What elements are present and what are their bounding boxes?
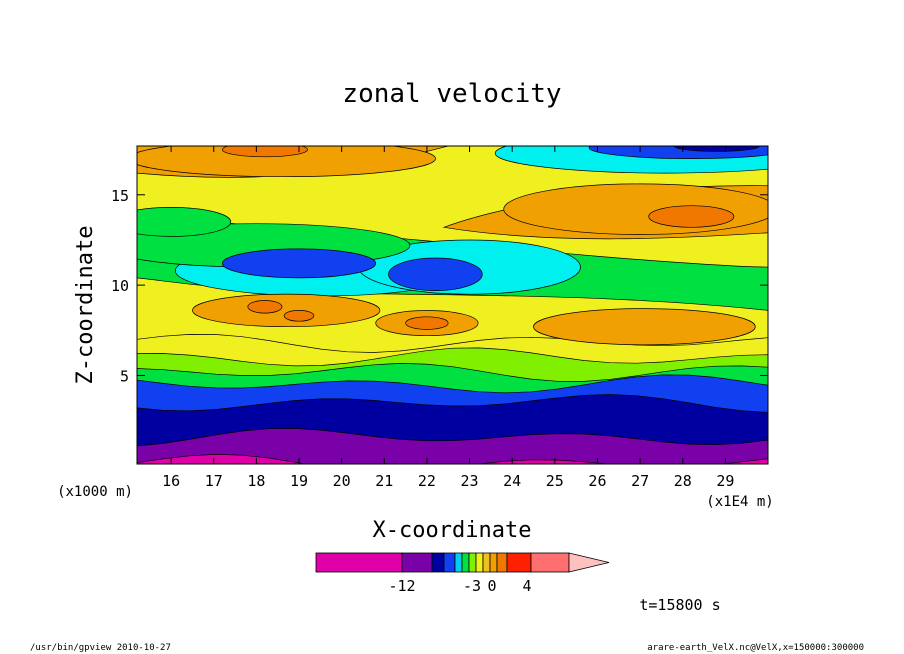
contour-feature-green	[137, 207, 232, 237]
x-tick-label: 21	[375, 472, 393, 490]
contour-features	[137, 146, 768, 346]
colorbar-arrow	[568, 552, 610, 573]
colorbar-segment	[443, 552, 456, 573]
x-tick-label: 22	[418, 472, 436, 490]
x-tick-label: 20	[333, 472, 351, 490]
x-unit-right: (x1E4 m)	[706, 494, 773, 510]
x-tick-label: 19	[290, 472, 308, 490]
y-axis-ticks: 5 10 15	[111, 187, 768, 385]
contour-feature-dorange	[247, 300, 283, 314]
x-tick-label: 27	[631, 472, 649, 490]
x-tick-label: 17	[205, 472, 223, 490]
x-axis-ticks: 16 17 18 19 20 21 22 23 24 25 26 27 28 29	[162, 146, 734, 490]
contour-feature-orange	[192, 293, 381, 328]
contour-feature-dorange	[648, 205, 735, 228]
colorbar-label: 4	[522, 577, 531, 595]
x-tick-label: 26	[588, 472, 606, 490]
y-tick-label: 10	[111, 277, 129, 295]
contour-feature-orange	[503, 183, 768, 235]
x-tick-label: 29	[716, 472, 734, 490]
colorbar-legend	[315, 552, 610, 573]
colorbar-label: -3	[463, 577, 481, 595]
contour-feature-dorange	[283, 310, 315, 322]
colorbar-segment	[401, 552, 433, 573]
contour-band	[137, 454, 768, 464]
x-tick-label: 16	[162, 472, 180, 490]
colorbar-segment	[468, 552, 477, 573]
x-axis-label: X-coordinate	[373, 518, 532, 543]
y-tick-label: 15	[111, 187, 129, 205]
x-tick-label: 24	[503, 472, 521, 490]
contour-feature-orange	[533, 308, 756, 346]
colorbar-labels: -12 -3 0 4	[388, 577, 531, 595]
footer-right: arare-earth_VelX.nc@VelX,x=150000:300000	[647, 643, 864, 653]
colorbar-segment	[506, 552, 532, 573]
chart-title: zonal velocity	[342, 79, 561, 109]
x-tick-label: 23	[461, 472, 479, 490]
plot-frame	[136, 145, 769, 465]
colorbar-label: -12	[388, 577, 415, 595]
time-label: t=15800 s	[639, 596, 720, 614]
colorbar-segment	[530, 552, 570, 573]
colorbar-segment	[461, 552, 470, 573]
colorbar-segment	[482, 552, 491, 573]
x-tick-label: 18	[247, 472, 265, 490]
y-axis-label: Z-coordinate	[73, 226, 98, 385]
y-tick-label: 5	[120, 367, 129, 385]
x-tick-label: 28	[674, 472, 692, 490]
colorbar-segment	[496, 552, 508, 573]
x-tick-label: 25	[546, 472, 564, 490]
colorbar-label: 0	[487, 577, 496, 595]
contour-feature-dorange	[405, 316, 449, 330]
contour-feature-dorange	[221, 146, 308, 158]
x-unit-left: (x1000 m)	[57, 484, 133, 500]
contour-feature-blue	[388, 257, 483, 291]
contour-feature-orange	[137, 146, 436, 178]
colorbar-segment	[489, 552, 498, 573]
colorbar-segment	[315, 552, 403, 573]
colorbar-segment	[431, 552, 445, 573]
colorbar-segment	[454, 552, 463, 573]
footer-left: /usr/bin/gpview 2010-10-27	[30, 643, 171, 653]
contour-band	[137, 428, 768, 464]
contour-feature-blue	[221, 248, 377, 279]
contour-plot-area	[137, 146, 768, 464]
colorbar-segment	[475, 552, 484, 573]
